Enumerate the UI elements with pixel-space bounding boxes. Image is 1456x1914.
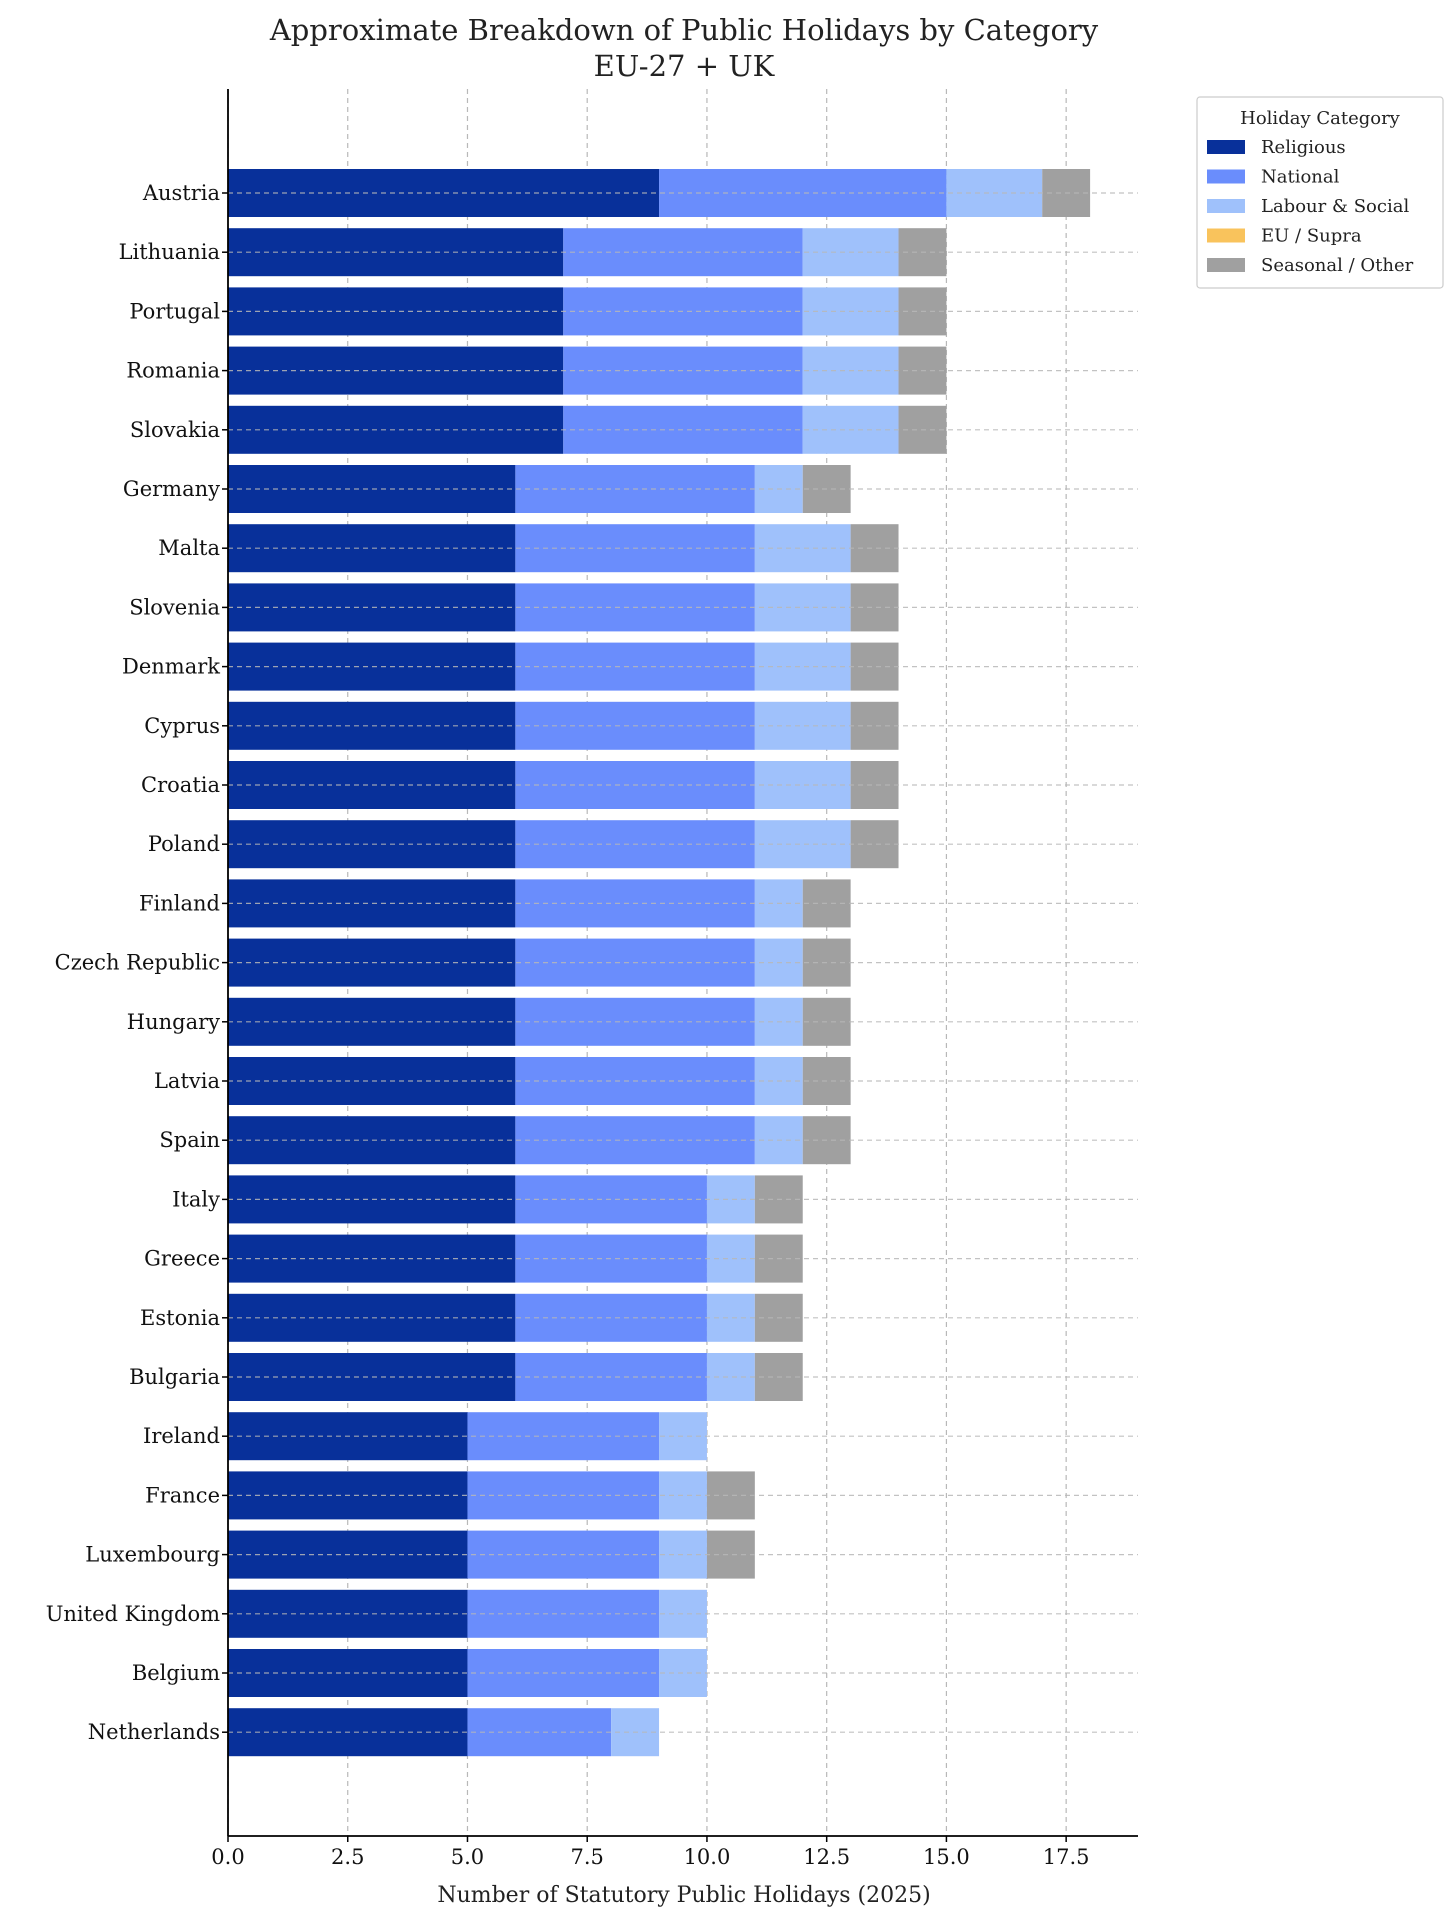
y-tick-label: Hungary [127, 1010, 220, 1034]
y-tick-label: Latvia [154, 1069, 220, 1093]
y-tick-label: Czech Republic [55, 951, 220, 975]
bar-segment [850, 820, 899, 869]
y-tick-label: United Kingdom [46, 1602, 220, 1626]
legend-swatch [1207, 228, 1245, 243]
legend-swatch [1207, 258, 1245, 272]
legend-title: Holiday Category [1240, 108, 1401, 129]
x-tick-label: 2.5 [331, 1845, 364, 1869]
y-tick-label: Ireland [143, 1424, 220, 1448]
y-tick-label: Cyprus [144, 714, 220, 738]
legend-swatch [1207, 140, 1245, 154]
bar-segment [850, 761, 899, 809]
bar-segment [850, 642, 899, 691]
bar-segment [228, 346, 564, 395]
legend-label: Religious [1261, 137, 1346, 158]
bar-segment [850, 701, 899, 750]
x-tick-label: 10.0 [684, 1845, 731, 1869]
x-tick-label: 15.0 [923, 1845, 970, 1869]
bar-segment [850, 583, 899, 632]
y-tick-label: Belgium [132, 1661, 220, 1685]
bar-segment [228, 228, 564, 277]
y-tick-label: Romania [126, 359, 220, 383]
y-tick-label: Austria [142, 181, 220, 205]
y-tick-label: Slovakia [130, 418, 220, 442]
legend: Holiday Category Religious National Labour… [1196, 96, 1444, 289]
y-tick-label: Spain [159, 1128, 220, 1152]
y-tick-label: Bulgaria [129, 1365, 220, 1389]
y-tick-label: Croatia [141, 773, 220, 797]
legend-frame [1196, 96, 1444, 289]
legend-items: Religious National Labour & Social EU / Sup… [1207, 137, 1414, 276]
x-tick-label: 7.5 [571, 1845, 604, 1869]
chart-subtitle: EU-27 + UK [594, 49, 776, 83]
legend-label: Seasonal / Other [1261, 255, 1414, 276]
y-tick-labels: Austria Lithuania Portugal Romania Slovakia G… [46, 181, 221, 1744]
x-tick-labels: 0.0 2.5 5.0 7.5 10.0 12.5 15.0 17.5 [211, 1845, 1089, 1869]
legend-swatch [1207, 169, 1245, 184]
legend-swatch [1207, 199, 1245, 213]
x-tick-label: 12.5 [803, 1845, 850, 1869]
y-tick-label: Greece [144, 1247, 220, 1271]
bar-segment [228, 405, 564, 454]
x-tick-label: 17.5 [1043, 1845, 1090, 1869]
y-tick-label: Malta [158, 536, 220, 560]
y-tick-label: Germany [123, 477, 220, 501]
y-tick-label: Denmark [122, 655, 220, 679]
bar-segment [228, 169, 660, 217]
y-tick-label: Netherlands [88, 1720, 220, 1744]
x-tick-label: 0.0 [211, 1845, 244, 1869]
chart-title: Approximate Breakdown of Public Holidays… [269, 13, 1099, 47]
y-tick-label: France [145, 1483, 220, 1507]
legend-label: Labour & Social [1261, 196, 1409, 217]
y-tick-label: Portugal [129, 299, 220, 323]
x-axis-label: Number of Statutory Public Holidays (202… [437, 1883, 930, 1908]
y-tick-label: Italy [172, 1187, 220, 1211]
axes [222, 89, 1138, 1842]
y-tick-label: Poland [148, 832, 220, 856]
category-grid-lines [228, 192, 1138, 1733]
y-tick-label: Luxembourg [85, 1543, 220, 1567]
bar-segment [228, 287, 564, 336]
x-tick-label: 5.0 [451, 1845, 484, 1869]
bar-segment [850, 524, 899, 573]
y-tick-label: Estonia [140, 1306, 220, 1330]
y-tick-label: Slovenia [129, 595, 220, 619]
y-tick-label: Lithuania [119, 240, 220, 264]
legend-label: National [1261, 167, 1340, 188]
y-tick-label: Finland [139, 891, 220, 915]
legend-label: EU / Supra [1261, 226, 1362, 247]
